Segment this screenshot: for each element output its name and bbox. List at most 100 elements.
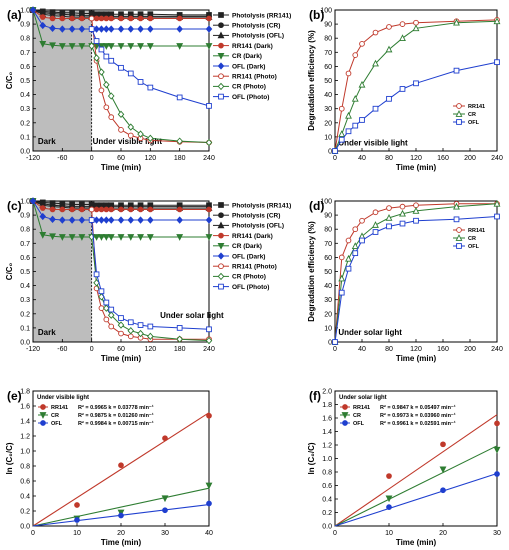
y-tick-label: 2.0: [322, 389, 332, 396]
data-point: [338, 130, 346, 137]
y-tick-label: 60: [324, 255, 332, 262]
y-tick-label: 0.0: [20, 340, 30, 347]
data-point: [108, 323, 115, 330]
data-point: [103, 15, 110, 22]
y-tick-label: 0.7: [20, 50, 30, 57]
fit-line: [334, 473, 498, 527]
x-tick-label: 40: [205, 530, 213, 537]
data-point: [147, 134, 154, 142]
legend-marker: [218, 232, 224, 239]
legend: Photolysis (RR141) Photolysis (CR) Photoly…: [213, 202, 291, 291]
data-point: [108, 114, 115, 121]
data-point: [162, 507, 168, 514]
data-point: [176, 137, 183, 145]
legend: RR141 CR OFL: [453, 227, 485, 250]
y-tick-label: 0.1: [20, 134, 30, 141]
data-point: [372, 29, 379, 36]
data-point: [103, 316, 110, 323]
y-axis-label: Degradation efficiency (%): [307, 221, 316, 322]
legend: RR141 R² = 0.9847 k = 0.05497 min⁻¹ CR R² =…: [340, 404, 456, 427]
series-ofl: [32, 500, 212, 527]
legend-label: Photolysis (RR141): [232, 202, 291, 209]
legend-marker: [456, 227, 462, 233]
data-point: [176, 234, 184, 241]
data-point: [103, 304, 110, 312]
data-point: [68, 25, 76, 33]
data-point: [117, 321, 125, 329]
data-point: [127, 132, 134, 139]
data-point: [493, 17, 501, 25]
data-point: [345, 237, 352, 244]
y-tick-label: 0.4: [322, 497, 332, 504]
series-ofl-dark-: [29, 6, 213, 33]
legend-marker: [217, 52, 225, 60]
data-point: [147, 206, 154, 213]
data-point: [359, 117, 365, 123]
y-tick-label: 0.0: [20, 149, 30, 156]
data-point: [39, 21, 47, 30]
legend-marker: [455, 110, 463, 117]
series-rr141-photo-: [88, 206, 212, 343]
legend-marker: [217, 62, 225, 70]
x-tick-label: 80: [385, 155, 393, 162]
legend-equation: R² = 0.9984 k = 0.00715 min⁻¹: [78, 420, 154, 427]
x-tick-label: 10: [385, 530, 393, 537]
data-point: [176, 325, 183, 331]
data-point: [345, 128, 352, 135]
series-ofl: [332, 213, 500, 345]
x-tick-label: 60: [117, 346, 125, 353]
data-point: [206, 326, 212, 333]
x-tick-label: 240: [203, 346, 215, 353]
x-tick-label: 0: [333, 346, 337, 353]
data-point: [372, 229, 379, 235]
legend-marker: [40, 404, 46, 410]
y-tick-label: 1.0: [20, 8, 30, 15]
data-point: [137, 43, 144, 50]
data-point: [386, 504, 392, 510]
y-tick-label: 80: [324, 36, 332, 43]
x-tick-label: 120: [410, 155, 422, 162]
legend-marker: [342, 404, 348, 410]
series-line: [91, 28, 210, 107]
data-point: [127, 70, 134, 77]
series-cr: [331, 17, 501, 154]
legend-marker: [217, 272, 225, 281]
x-axis-label: Time (min): [101, 538, 142, 547]
data-point: [412, 24, 420, 32]
data-point: [494, 59, 500, 66]
y-tick-label: 10: [324, 325, 332, 332]
y-tick-label: 1.8: [322, 402, 332, 409]
data-point: [440, 487, 446, 494]
x-tick-label: -120: [26, 346, 40, 353]
data-point: [386, 24, 392, 30]
data-point: [338, 105, 345, 112]
data-point: [205, 216, 213, 224]
data-point: [102, 234, 110, 241]
x-tick-label: 40: [358, 346, 366, 353]
data-point: [338, 136, 345, 143]
data-point: [117, 43, 125, 50]
legend-label: OFL (Dark): [232, 63, 265, 70]
data-point: [137, 25, 144, 33]
x-tick-label: 0: [333, 530, 337, 537]
legend-label: RR141 (Photo): [232, 264, 277, 271]
y-tick-label: 90: [324, 213, 332, 220]
data-point: [39, 212, 47, 221]
y-tick-label: 0.2: [322, 510, 332, 517]
y-tick-label: 100: [320, 8, 332, 15]
x-axis-label: Time (min): [396, 538, 437, 547]
legend-label: CR (Photo): [232, 84, 266, 91]
data-point: [39, 14, 46, 20]
data-point: [338, 289, 345, 296]
data-point: [127, 216, 135, 224]
data-point: [79, 206, 85, 213]
data-point: [102, 43, 110, 50]
panel-c: -120 -60 0 60 120 180 240 0.0 0.1 0.2 0.3 0.4 0.5 0.6…: [5, 197, 291, 363]
legend-label: Photolysis (CR): [232, 23, 280, 30]
x-tick-label: -120: [26, 155, 40, 162]
y-tick-label: 90: [324, 22, 332, 29]
data-point: [146, 234, 154, 241]
data-point: [93, 25, 100, 33]
data-point: [49, 42, 56, 50]
x-tick-label: 200: [464, 346, 476, 353]
